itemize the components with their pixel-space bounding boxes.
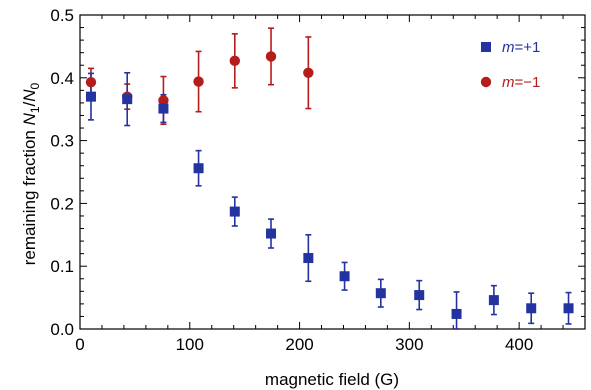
- y-axis-label-text: remaining fraction: [20, 125, 39, 265]
- legend-marker-m-plus-1: [481, 42, 491, 52]
- m-plus-1-data-point: [85, 91, 96, 102]
- x-tick-label: 0: [75, 335, 84, 354]
- x-tick-label: 300: [395, 335, 423, 354]
- legend-label-var: m: [502, 74, 515, 91]
- legend-label-val: =+1: [515, 39, 541, 56]
- m-plus-1-data-point: [122, 94, 133, 105]
- y-axis-label: remaining fraction N1/N0: [20, 82, 42, 265]
- y-tick-label: 0.4: [50, 69, 74, 88]
- m-plus-1-data-point: [266, 228, 277, 239]
- legend-label-var: m: [502, 39, 515, 56]
- data-markers: [85, 51, 574, 319]
- y-tick-label: 0.5: [50, 6, 74, 25]
- y-tick-label: 0.3: [50, 132, 74, 151]
- m-plus-1-data-point: [375, 288, 386, 299]
- error-bars: [87, 27, 572, 330]
- m-plus-1-data-point: [451, 308, 462, 319]
- m-plus-1-data-point: [158, 103, 169, 114]
- axis-ticks: [79, 14, 586, 330]
- y-axis-label-n0-sub: 0: [28, 82, 42, 89]
- m-plus-1-data-point: [339, 271, 350, 282]
- legend-marker-m-minus-1: [480, 76, 492, 88]
- m-plus-1-data-point: [488, 295, 499, 306]
- m-minus-1-data-point: [158, 95, 169, 106]
- m-minus-1-data-point: [265, 51, 277, 62]
- legend-label-m-minus-1: m=−1: [502, 74, 540, 91]
- m-plus-1-data-point: [193, 163, 204, 174]
- y-tick-label: 0.2: [50, 194, 74, 213]
- legend-label-val: =−1: [515, 74, 541, 91]
- m-minus-1-data-point: [85, 76, 97, 88]
- m-plus-1-data-point: [526, 303, 537, 314]
- y-axis-label-n0: N: [20, 89, 39, 102]
- m-plus-1-data-point: [414, 290, 425, 301]
- legend-label-m-plus-1: m=+1: [502, 39, 540, 56]
- m-minus-1-data-point: [229, 55, 240, 67]
- m-plus-1-data-point: [303, 253, 314, 264]
- y-axis-label-n1-sub: 1: [28, 106, 42, 113]
- y-tick-label: 0.0: [50, 320, 74, 339]
- m-plus-1-data-point: [229, 206, 240, 217]
- y-axis-label-slash: /: [20, 101, 39, 106]
- plot-frame-group: [79, 14, 586, 330]
- legend: m=+1m=−1: [480, 39, 540, 91]
- m-plus-1-data-point: [563, 303, 574, 314]
- plot-frame: [79, 14, 586, 330]
- tick-labels: 0 100 200 300 400 0.0 0.1 0.2 0.3 0.4 0.5: [50, 6, 533, 354]
- y-axis-label-n1: N: [20, 112, 39, 125]
- x-axis-label: magnetic field (G): [265, 370, 399, 389]
- m-minus-1-data-point: [193, 76, 204, 87]
- y-tick-label: 0.1: [50, 257, 74, 276]
- m-minus-1-data-point: [303, 67, 314, 78]
- x-tick-label: 200: [285, 335, 313, 354]
- x-tick-label: 400: [505, 335, 533, 354]
- x-tick-label: 100: [176, 335, 204, 354]
